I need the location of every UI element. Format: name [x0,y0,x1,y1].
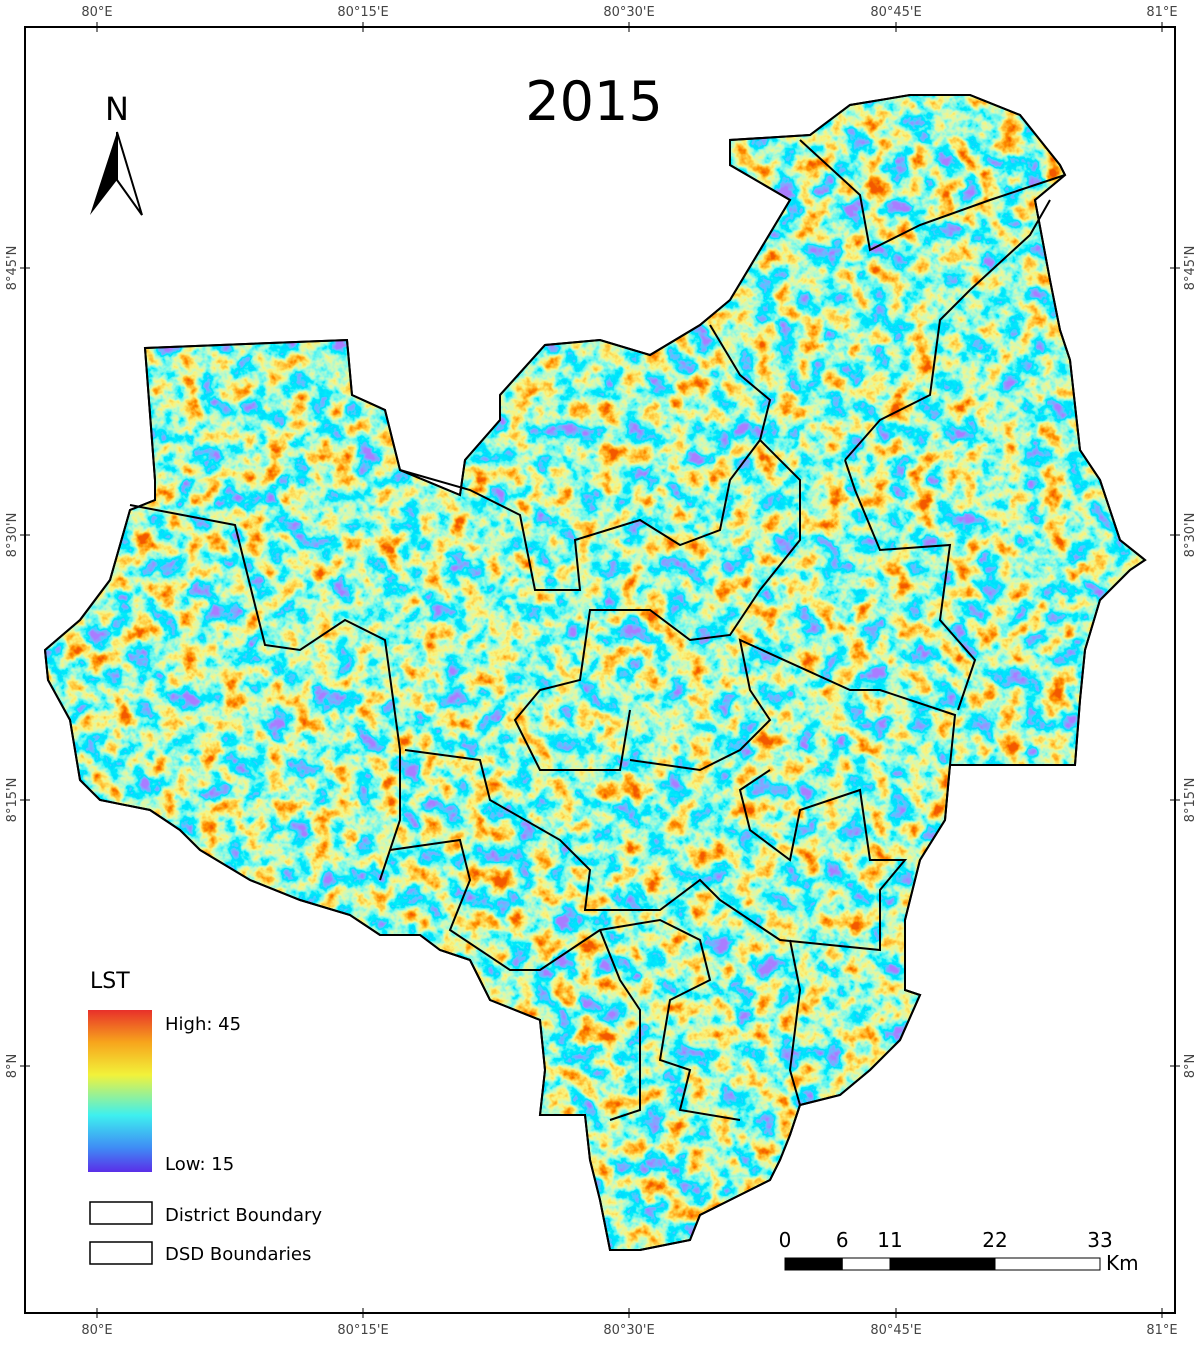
lon-label: 80°15'E [337,1323,388,1338]
scale-segment [994,1257,1101,1271]
scale-label: 0 [779,1228,792,1252]
lon-label: 80°45'E [870,1323,921,1338]
legend-ramp [88,1010,152,1172]
legend-low: Low: 15 [165,1154,234,1175]
lon-label: 80°30'E [603,1323,654,1338]
legend-title: LST [90,969,130,994]
legend-item: District Boundary [165,1205,322,1226]
scale-unit: Km [1106,1251,1139,1275]
lon-label: 80°30'E [603,5,654,20]
map-title: 2015 [525,70,662,133]
lon-label: 80°E [81,1323,112,1338]
legend-item: DSD Boundaries [165,1244,311,1265]
lon-label: 81°E [1146,5,1177,20]
lon-label: 80°E [81,5,112,20]
lat-label: 8°15'N [1183,778,1198,823]
legend-swatch [89,1201,153,1225]
lat-label: 8°45'N [5,246,20,291]
boundaries [43,94,1147,1251]
scale-label: 11 [877,1228,902,1252]
lon-label: 80°15'E [337,5,388,20]
scale-segment [784,1257,843,1271]
scale-label: 22 [982,1228,1007,1252]
lat-label: 8°15'N [5,778,20,823]
lat-label: 8°30'N [1183,513,1198,558]
graticule: 80°E 80°E 80°15'E 80°15'E 80°30'E 80°30'E 80°4… [5,5,1198,1338]
scale-segment [841,1257,891,1271]
lat-label: 8°30'N [5,513,20,558]
north-arrow [90,132,117,215]
scale-label: 6 [836,1228,849,1252]
legend-high: High: 45 [165,1014,241,1035]
lat-label: 8°N [1183,1054,1198,1079]
north-arrow [116,131,143,216]
north-label: N [105,90,129,128]
legend-swatch [89,1241,153,1265]
lon-label: 81°E [1146,1323,1177,1338]
lat-label: 8°N [5,1054,20,1079]
lon-label: 80°45'E [870,5,921,20]
lat-label: 8°45'N [1183,246,1198,291]
scale-segment [889,1257,996,1271]
scale-label: 33 [1087,1228,1112,1252]
